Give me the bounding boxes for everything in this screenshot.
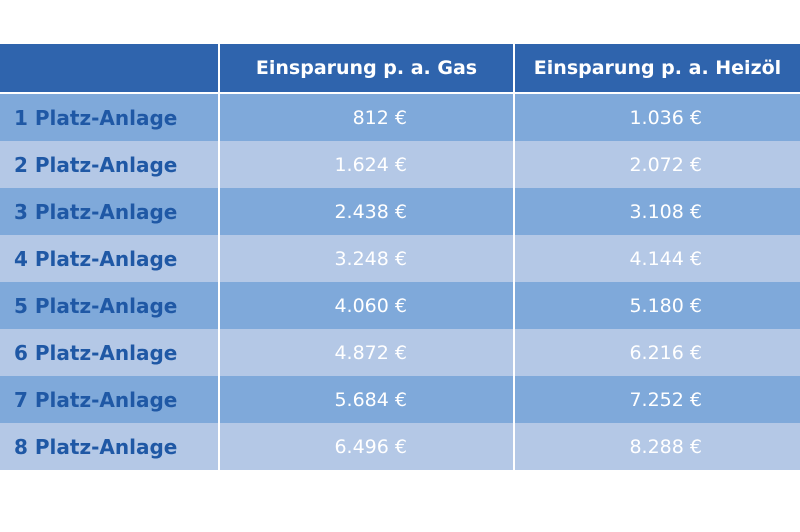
oil-savings-value: 7.252 € — [515, 376, 800, 423]
row-label: 4 Platz-Anlage — [0, 235, 220, 282]
row-label: 5 Platz-Anlage — [0, 282, 220, 329]
gas-savings-value: 1.624 € — [220, 141, 515, 188]
gas-savings-value: 3.248 € — [220, 235, 515, 282]
gas-savings-value: 6.496 € — [220, 423, 515, 470]
oil-savings-value: 1.036 € — [515, 94, 800, 141]
oil-savings-value: 2.072 € — [515, 141, 800, 188]
gas-savings-value: 2.438 € — [220, 188, 515, 235]
header-oil-savings: Einsparung p. a. Heizöl — [515, 44, 800, 94]
oil-savings-value: 6.216 € — [515, 329, 800, 376]
row-label: 2 Platz-Anlage — [0, 141, 220, 188]
gas-savings-value: 4.060 € — [220, 282, 515, 329]
gas-savings-value: 812 € — [220, 94, 515, 141]
row-label: 1 Platz-Anlage — [0, 94, 220, 141]
header-corner-cell — [0, 44, 220, 94]
row-label: 3 Platz-Anlage — [0, 188, 220, 235]
header-gas-savings: Einsparung p. a. Gas — [220, 44, 515, 94]
oil-savings-value: 4.144 € — [515, 235, 800, 282]
oil-savings-value: 5.180 € — [515, 282, 800, 329]
row-label: 8 Platz-Anlage — [0, 423, 220, 470]
row-label: 6 Platz-Anlage — [0, 329, 220, 376]
oil-savings-value: 3.108 € — [515, 188, 800, 235]
gas-savings-value: 4.872 € — [220, 329, 515, 376]
row-label: 7 Platz-Anlage — [0, 376, 220, 423]
gas-savings-value: 5.684 € — [220, 376, 515, 423]
oil-savings-value: 8.288 € — [515, 423, 800, 470]
savings-table: Einsparung p. a. Gas Einsparung p. a. He… — [0, 44, 800, 470]
